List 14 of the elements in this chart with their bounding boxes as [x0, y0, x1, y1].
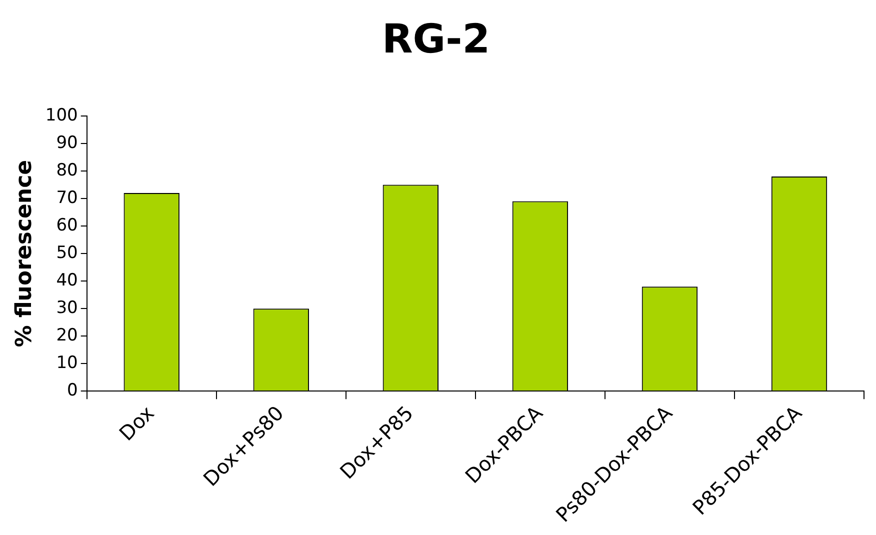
y-tick-label: 0	[67, 380, 78, 401]
y-tick-label: 90	[56, 132, 78, 153]
x-tick-label: Dox	[114, 400, 159, 446]
y-tick-label: 80	[56, 160, 78, 180]
y-tick-label: 30	[56, 298, 78, 318]
y-tick-label: 70	[56, 188, 78, 208]
y-tick-label: 40	[56, 270, 78, 291]
y-tick-label: 10	[56, 353, 78, 374]
y-tick-label: 50	[56, 243, 78, 264]
chart-title: RG-2	[382, 16, 490, 62]
y-axis-title: % fluorescence	[12, 160, 37, 348]
y-tick-label: 100	[45, 105, 78, 126]
y-tick-label: 60	[56, 215, 78, 236]
y-tick-label: 20	[56, 326, 78, 346]
